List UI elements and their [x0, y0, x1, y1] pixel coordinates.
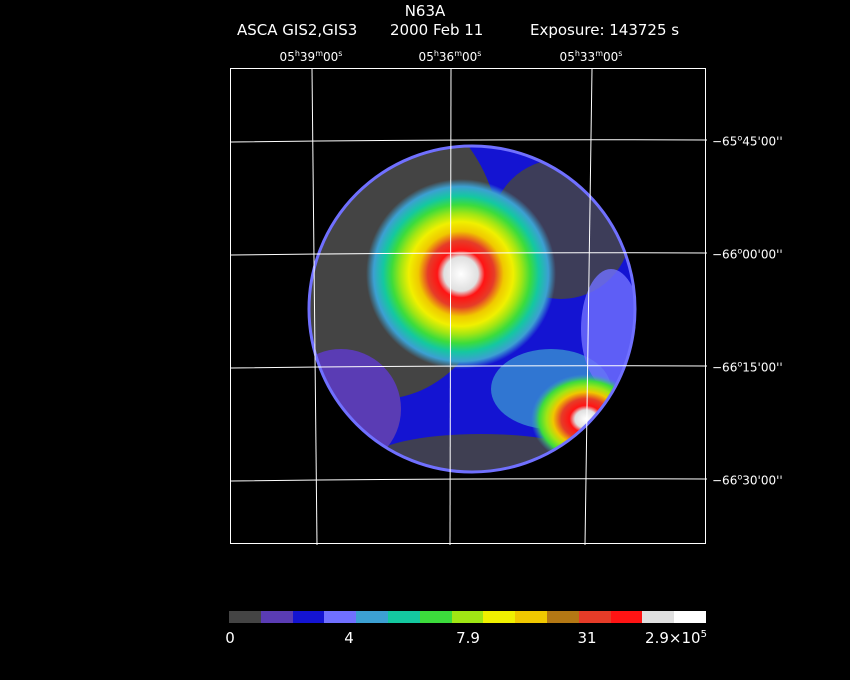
ra-tick-label: 05h36m00s [418, 49, 482, 64]
colorbar-max-label: 2.9×105 [645, 629, 707, 647]
colorbar-segment [610, 611, 643, 623]
colorbar-segment [578, 611, 611, 623]
colorbar-label: 0 [225, 629, 235, 647]
colorbar-segment [642, 611, 675, 623]
ra-tick-label: 05h33m00s [559, 49, 623, 64]
colorbar-segment [451, 611, 484, 623]
dec-tick-label: −66o15'00'' [712, 359, 783, 375]
coordinate-grid [231, 69, 707, 545]
exposure-label: Exposure: 143725 s [530, 21, 680, 39]
colorbar-label: 7.9 [456, 629, 480, 647]
colorbar-segment [483, 611, 516, 623]
colorbar-label: 4 [344, 629, 354, 647]
colorbar-segment [546, 611, 579, 623]
colorbar-segment [260, 611, 293, 623]
colorbar-segment [387, 611, 420, 623]
dec-tick-label: −65o45'00'' [712, 133, 783, 149]
colorbar-segment [515, 611, 547, 623]
colorbar-label: 31 [577, 629, 597, 647]
sky-image-frame [230, 68, 707, 545]
image-title: N63A [404, 2, 446, 20]
observation-date: 2000 Feb 11 [390, 21, 484, 39]
colorbar-segment [356, 611, 388, 623]
ra-tick-label: 05h39m00s [279, 49, 343, 64]
instrument-label: ASCA GIS2,GIS3 [237, 21, 358, 39]
colorbar-segment [229, 611, 261, 623]
dec-tick-label: −66o00'00'' [712, 246, 783, 262]
x-ray-image [231, 69, 707, 545]
colorbar-segment [674, 611, 706, 623]
colorbar-segment [292, 611, 325, 623]
colorbar [229, 611, 706, 623]
colorbar-segment [419, 611, 452, 623]
dec-tick-label: −66o30'00'' [712, 472, 783, 488]
colorbar-segment [324, 611, 357, 623]
